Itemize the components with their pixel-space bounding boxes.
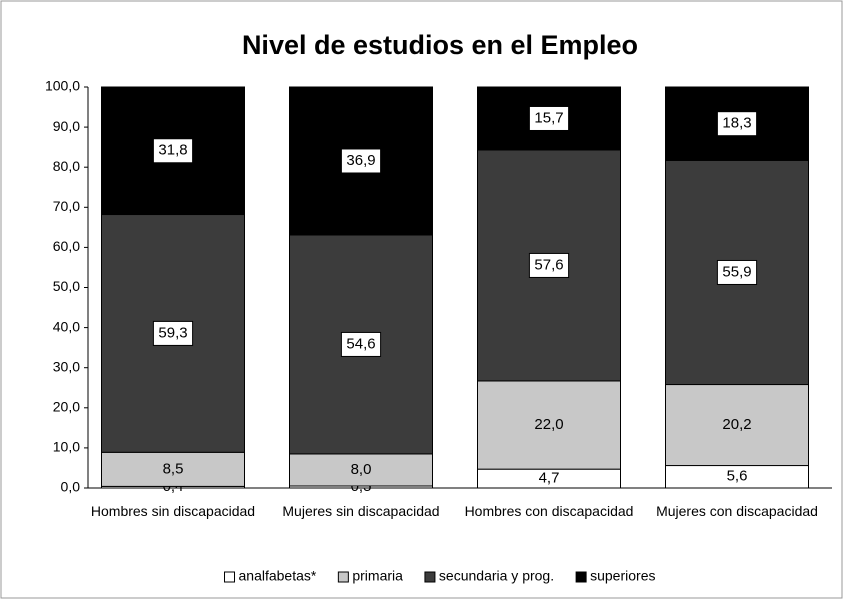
- label-box: [528, 105, 570, 131]
- y-tick-label: 30,0: [53, 358, 80, 374]
- x-tick-label: Hombres con discapacidad: [464, 503, 634, 519]
- label-box: [716, 259, 758, 285]
- legend-swatch: [337, 571, 349, 583]
- value-label: 54,6: [346, 335, 375, 352]
- legend-swatch: [575, 571, 587, 583]
- x-tick-label: Hombres sin discapacidad: [90, 503, 256, 519]
- value-label: 36,9: [346, 152, 375, 169]
- value-label: 18,3: [722, 115, 751, 132]
- label-box: [528, 252, 570, 278]
- label-box: [340, 148, 382, 174]
- value-label: 8,0: [351, 461, 372, 478]
- y-tick-label: 70,0: [53, 198, 80, 214]
- legend-label: primaria: [352, 568, 403, 584]
- legend-swatch: [224, 571, 236, 583]
- label-box: [152, 320, 194, 346]
- y-tick-label: 40,0: [53, 318, 80, 334]
- value-label: 5,6: [727, 468, 748, 485]
- legend-label: superiores: [590, 568, 655, 584]
- value-label: 57,6: [534, 256, 563, 273]
- value-label: 8,5: [163, 460, 184, 477]
- label-box: [152, 138, 194, 164]
- value-label: 31,8: [158, 142, 187, 159]
- x-tick-label: Mujeres sin discapacidad: [282, 503, 440, 519]
- value-label: 4,7: [539, 470, 560, 487]
- value-label: 55,9: [722, 263, 751, 280]
- y-tick-label: 10,0: [53, 439, 80, 455]
- chart-title: Nivel de estudios en el Empleo: [242, 30, 638, 60]
- bar-segment: [477, 380, 621, 470]
- y-tick-label: 80,0: [53, 158, 80, 174]
- value-label: 59,3: [158, 324, 187, 341]
- legend-label: secundaria y prog.: [439, 568, 554, 584]
- legend-swatch: [424, 571, 436, 583]
- y-tick-label: 50,0: [53, 278, 80, 294]
- y-tick-label: 60,0: [53, 238, 80, 254]
- y-tick-label: 0,0: [61, 479, 81, 495]
- bar-segment: [289, 453, 433, 487]
- label-box: [716, 111, 758, 137]
- x-tick-label: Mujeres con discapacidad: [656, 503, 818, 519]
- y-tick-label: 90,0: [53, 118, 80, 134]
- y-tick-label: 20,0: [53, 399, 80, 415]
- label-box: [340, 331, 382, 357]
- value-label: 15,7: [534, 109, 563, 126]
- value-label: 22,0: [534, 416, 563, 433]
- value-label: 20,2: [722, 416, 751, 433]
- y-tick-label: 100,0: [45, 78, 80, 94]
- legend-label: analfabetas*: [239, 568, 317, 584]
